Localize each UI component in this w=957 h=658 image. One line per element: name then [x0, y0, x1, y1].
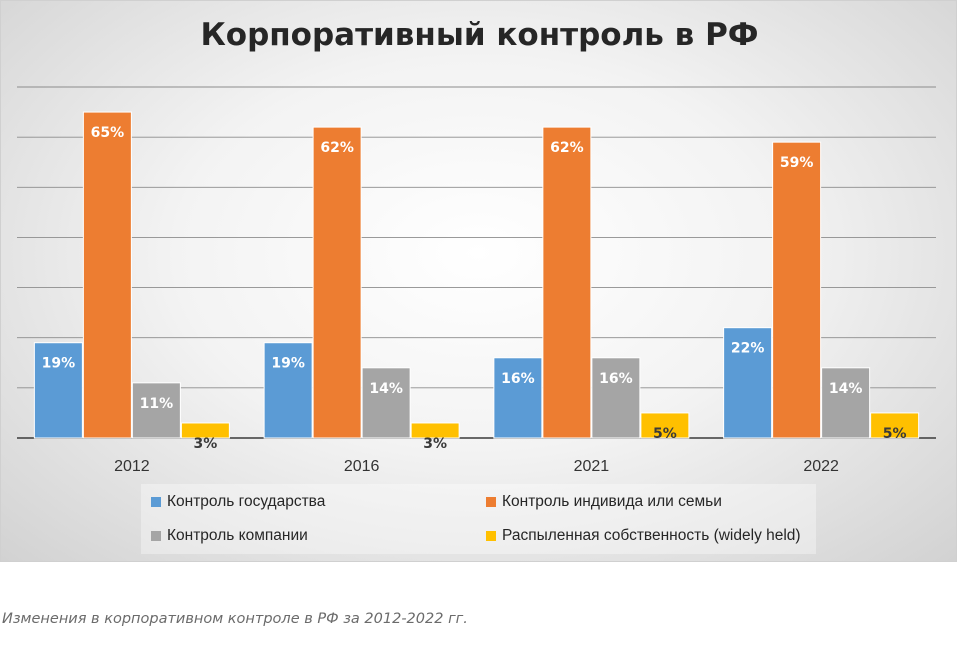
bar-2016-series-2 — [361, 367, 411, 439]
bar-2012-series-0 — [33, 342, 83, 439]
bar-2021-series-1 — [542, 126, 592, 439]
data-label-2022-series-1: 59% — [780, 155, 814, 171]
chart-area: Корпоративный контроль в РФ 19% 65% 11% 3% 1… — [0, 0, 957, 562]
x-tick-label: 2012 — [114, 458, 150, 475]
bar-2021-series-0 — [493, 357, 543, 439]
x-tick-label: 2021 — [574, 458, 610, 475]
data-label-2022-series-2: 14% — [829, 381, 863, 397]
chart-title: Корпоративный контроль в РФ — [200, 17, 759, 53]
bar-2016-series-1 — [312, 126, 362, 439]
bar-2016-series-0 — [263, 342, 313, 439]
legend-label-individual: Контроль индивида или семьи — [502, 493, 722, 510]
bar-2012-series-2 — [131, 382, 181, 439]
x-tick-label: 2016 — [344, 458, 380, 475]
bar-2012-series-1 — [82, 111, 132, 439]
legend-swatch-individual — [486, 497, 496, 507]
legend-label-state: Контроль государства — [167, 493, 326, 510]
legend-swatch-widely-held — [486, 531, 496, 541]
data-label-2016-series-0: 19% — [271, 356, 305, 372]
bar-2021-series-2 — [591, 357, 641, 439]
bar-2016-series-3 — [410, 422, 460, 439]
data-label-2016-series-3: 3% — [423, 436, 447, 452]
data-label-2021-series-0: 16% — [501, 371, 535, 387]
legend-label-company: Контроль компании — [167, 527, 308, 544]
data-label-2022-series-0: 22% — [731, 341, 765, 357]
data-label-2012-series-3: 3% — [193, 436, 217, 452]
figure-caption: Изменения в корпоративном контроле в РФ … — [2, 611, 468, 627]
legend-swatch-state — [151, 497, 161, 507]
bar-2022-series-1 — [772, 141, 822, 439]
bar-2012-series-3 — [180, 422, 230, 439]
bar-2022-series-3 — [870, 412, 920, 439]
legend-item-state: Контроль государства — [151, 493, 325, 511]
chart-legend: Контроль государства Контроль индивида и… — [141, 484, 816, 554]
data-label-2016-series-1: 62% — [320, 140, 354, 156]
data-label-2016-series-2: 14% — [369, 381, 403, 397]
bar-2022-series-0 — [723, 327, 773, 439]
data-label-2022-series-3: 5% — [883, 426, 907, 442]
data-label-2012-series-0: 19% — [42, 356, 76, 372]
data-label-2012-series-1: 65% — [91, 125, 125, 141]
data-label-2021-series-1: 62% — [550, 140, 584, 156]
x-tick-label: 2022 — [803, 458, 839, 475]
legend-item-individual: Контроль индивида или семьи — [486, 493, 722, 511]
legend-item-company: Контроль компании — [151, 527, 308, 545]
data-label-2021-series-2: 16% — [599, 371, 633, 387]
legend-item-widely-held: Распыленная собственность (widely held) — [486, 527, 801, 545]
legend-label-widely-held: Распыленная собственность (widely held) — [502, 527, 801, 544]
data-label-2021-series-3: 5% — [653, 426, 677, 442]
bar-chart-plot: 19% 65% 11% 3% 19% 62% 14% 3% 16% 62% 16% 5% 22% 59% 1… — [17, 86, 936, 475]
legend-swatch-company — [151, 531, 161, 541]
bar-2022-series-2 — [821, 367, 871, 439]
bar-2021-series-3 — [640, 412, 690, 439]
data-label-2012-series-2: 11% — [140, 396, 174, 412]
